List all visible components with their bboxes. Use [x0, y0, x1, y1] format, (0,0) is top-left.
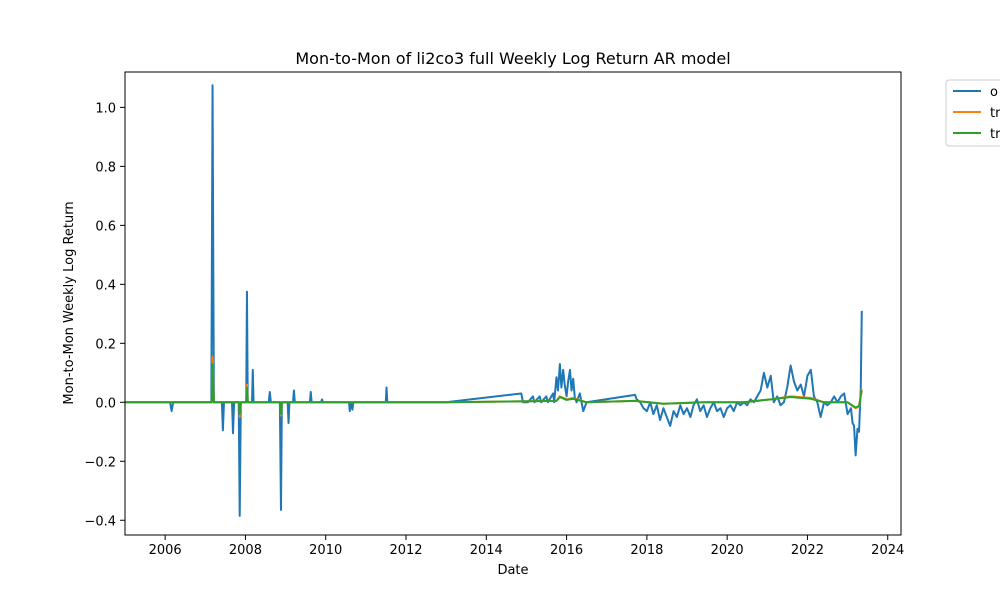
y-tick-label: −0.4	[84, 514, 116, 529]
y-tick-label: 0.0	[95, 396, 116, 411]
y-tick-label: 0.6	[95, 219, 116, 234]
legend-label-1: o	[990, 85, 998, 100]
x-axis: 2006 2008 2010 2012 2014 2016 2018 2020 2022 2024	[149, 535, 904, 558]
legend-label-3: tr	[990, 127, 1000, 142]
y-axis-title: Mon-to-Mon Weekly Log Return	[62, 201, 77, 404]
x-tick-label: 2020	[711, 543, 744, 558]
y-tick-label: −0.2	[84, 455, 116, 470]
x-tick-label: 2018	[630, 543, 663, 558]
legend: o tr tr	[945, 79, 1000, 147]
x-tick-label: 2014	[470, 543, 503, 558]
x-axis-title: Date	[497, 563, 528, 578]
chart-title: Mon-to-Mon of li2co3 full Weekly Log Ret…	[295, 49, 730, 68]
series-layer	[125, 84, 863, 517]
x-tick-label: 2008	[229, 543, 262, 558]
x-tick-label: 2016	[550, 543, 583, 558]
y-tick-label: 0.2	[95, 337, 116, 352]
y-tick-label: 1.0	[95, 101, 116, 116]
legend-label-2: tr	[990, 106, 1000, 121]
series-line-3	[125, 362, 863, 416]
x-tick-label: 2006	[149, 543, 182, 558]
y-tick-label: 0.8	[95, 160, 116, 175]
x-tick-label: 2010	[309, 543, 342, 558]
y-tick-label: 0.4	[95, 278, 116, 293]
y-axis: −0.4 −0.2 0.0 0.2 0.4 0.6 0.8 1.0	[84, 101, 125, 529]
x-tick-label: 2024	[871, 543, 904, 558]
plot-frame	[124, 71, 902, 536]
x-tick-label: 2012	[389, 543, 422, 558]
x-tick-label: 2022	[791, 543, 824, 558]
